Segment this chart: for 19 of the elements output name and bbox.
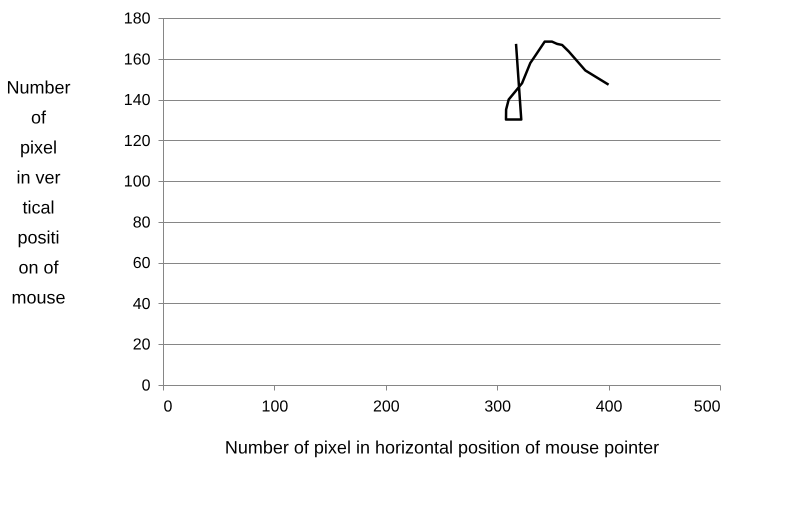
x-tick-label: 300 <box>484 398 512 416</box>
x-tick-label: 100 <box>262 398 288 416</box>
y-tick-label: 0 <box>142 378 151 394</box>
y-tick-label: 160 <box>124 51 151 68</box>
x-axis-title: Number of pixel in horizontal position of mouse pointer <box>224 438 660 458</box>
y-tick-label: 140 <box>124 92 151 110</box>
y-tick-label: 20 <box>132 336 151 354</box>
x-tick-label: 0 <box>164 398 172 416</box>
y-tick-label: 40 <box>132 296 151 313</box>
x-tick-label: 400 <box>596 398 623 416</box>
x-tick-label: 200 <box>372 398 400 416</box>
y-tick-label: 100 <box>124 174 151 191</box>
y-tick-label: 80 <box>132 214 151 232</box>
y-tick-label: 60 <box>132 255 151 272</box>
y-tick-label: 120 <box>124 132 151 150</box>
x-tick-label: 500 <box>694 398 721 416</box>
y-tick-label: 180 <box>124 10 151 28</box>
line-series <box>504 40 610 121</box>
y-axis-title: Number of pixel in vertical position of mouse <box>6 78 71 308</box>
